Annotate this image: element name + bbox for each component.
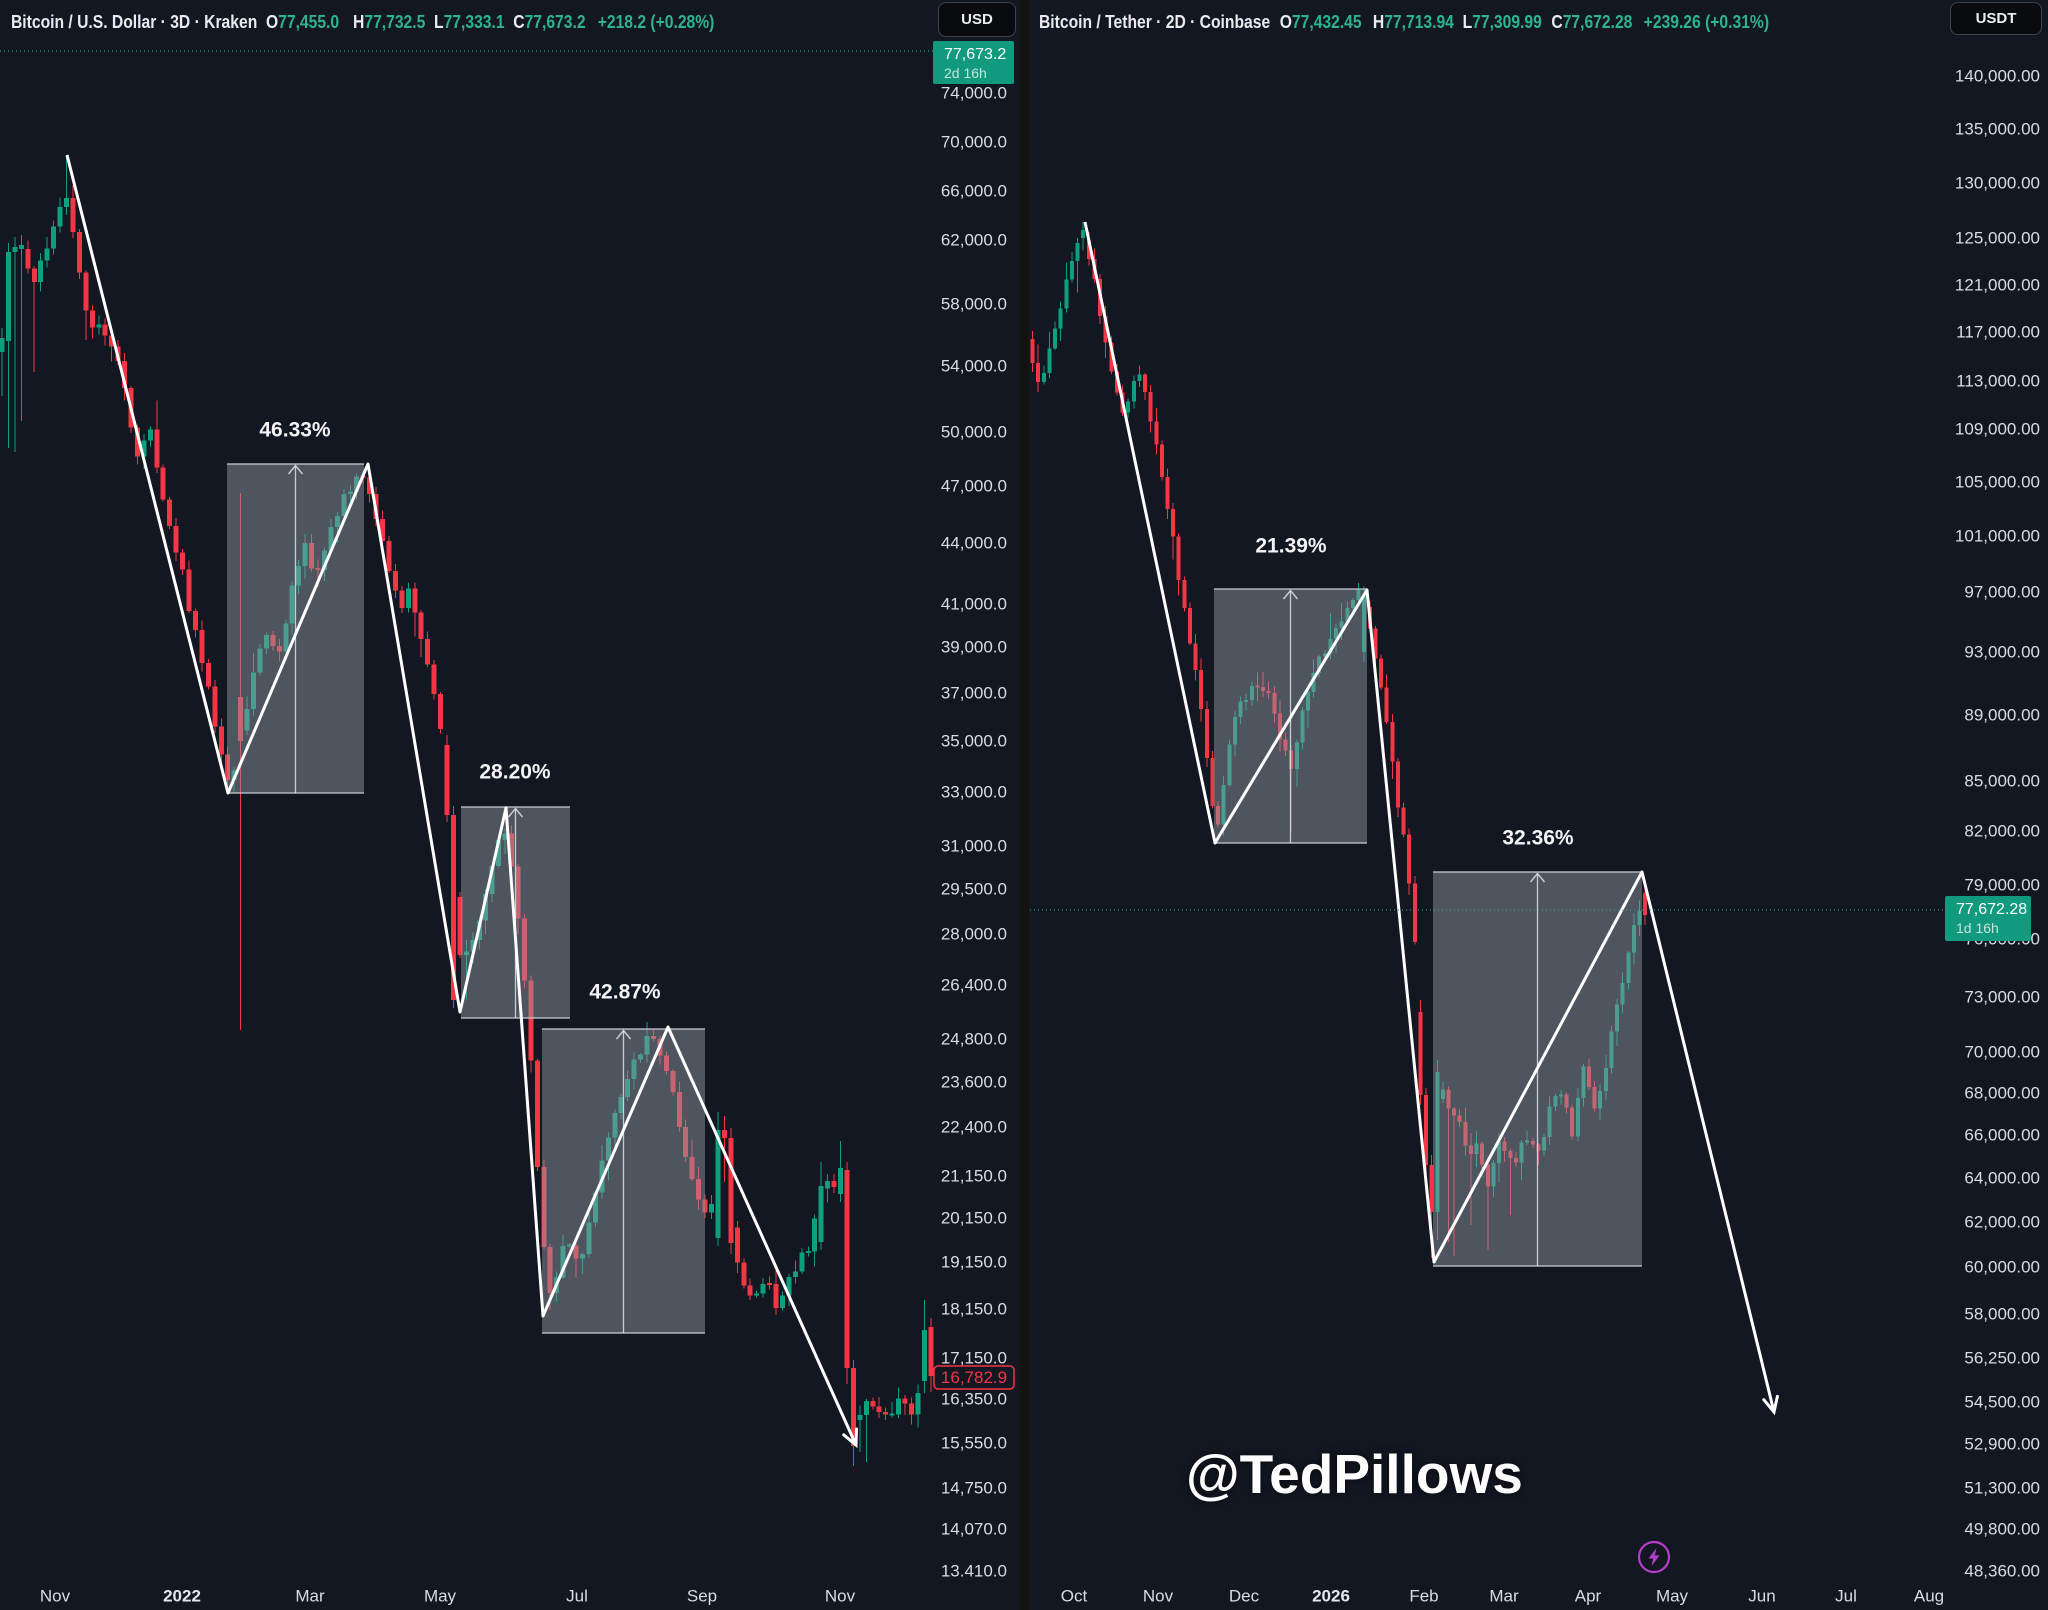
svg-text:48,360.00: 48,360.00	[1964, 1561, 2040, 1580]
svg-text:18,150.0: 18,150.0	[941, 1299, 1007, 1318]
svg-text:121,000.00: 121,000.00	[1955, 275, 2040, 294]
svg-text:101,000.00: 101,000.00	[1955, 526, 2040, 545]
svg-text:74,000.0: 74,000.0	[941, 83, 1007, 102]
svg-text:117,000.00: 117,000.00	[1956, 322, 2040, 341]
svg-text:58,000.0: 58,000.0	[941, 294, 1007, 313]
svg-text:68,000.00: 68,000.00	[1964, 1083, 2040, 1102]
svg-text:May: May	[1656, 1586, 1689, 1605]
svg-text:135,000.00: 135,000.00	[1955, 119, 2040, 138]
svg-text:Feb: Feb	[1409, 1586, 1438, 1605]
svg-text:50,000.0: 50,000.0	[941, 422, 1007, 441]
svg-text:16,782.9: 16,782.9	[941, 1368, 1007, 1387]
svg-text:May: May	[424, 1586, 457, 1605]
svg-text:113,000.00: 113,000.00	[1956, 371, 2040, 390]
svg-text:85,000.00: 85,000.00	[1964, 771, 2040, 790]
svg-text:66,000.0: 66,000.0	[941, 181, 1007, 200]
svg-text:82,000.00: 82,000.00	[1964, 821, 2040, 840]
svg-text:Mar: Mar	[1489, 1586, 1519, 1605]
svg-text:39,000.0: 39,000.0	[941, 637, 1007, 656]
svg-text:Jun: Jun	[1748, 1586, 1775, 1605]
svg-text:Nov: Nov	[825, 1586, 856, 1605]
svg-text:14,750.0: 14,750.0	[941, 1478, 1007, 1497]
svg-text:33,000.0: 33,000.0	[941, 782, 1007, 801]
svg-text:21,150.0: 21,150.0	[941, 1166, 1007, 1185]
svg-text:140,000.00: 140,000.00	[1955, 66, 2040, 85]
svg-text:73,000.00: 73,000.00	[1964, 987, 2040, 1006]
svg-text:15,550.0: 15,550.0	[941, 1433, 1007, 1452]
svg-text:58,000.00: 58,000.00	[1964, 1304, 2040, 1323]
svg-text:Jul: Jul	[1835, 1586, 1857, 1605]
svg-text:16,350.0: 16,350.0	[941, 1389, 1007, 1408]
svg-text:Oct: Oct	[1061, 1586, 1088, 1605]
svg-text:125,000.00: 125,000.00	[1955, 228, 2040, 247]
svg-text:60,000.00: 60,000.00	[1964, 1257, 2040, 1276]
svg-text:97,000.00: 97,000.00	[1964, 582, 2040, 601]
svg-text:19,150.0: 19,150.0	[941, 1252, 1007, 1271]
svg-text:Nov: Nov	[40, 1586, 71, 1605]
svg-text:109,000.00: 109,000.00	[1955, 419, 2040, 438]
svg-text:70,000.00: 70,000.00	[1964, 1042, 2040, 1061]
svg-text:Jul: Jul	[566, 1586, 588, 1605]
svg-text:14,070.0: 14,070.0	[941, 1519, 1007, 1538]
svg-text:51,300.00: 51,300.00	[1964, 1478, 2040, 1497]
svg-text:28,000.0: 28,000.0	[941, 924, 1007, 943]
svg-text:32.36%: 32.36%	[1502, 827, 1574, 850]
svg-text:54,000.0: 54,000.0	[941, 356, 1007, 375]
svg-text:37,000.0: 37,000.0	[941, 683, 1007, 702]
svg-text:56,250.00: 56,250.00	[1964, 1348, 2040, 1367]
svg-text:23,600.0: 23,600.0	[941, 1072, 1007, 1091]
svg-text:Nov: Nov	[1143, 1586, 1174, 1605]
svg-text:Mar: Mar	[295, 1586, 325, 1605]
svg-text:28.20%: 28.20%	[479, 761, 551, 784]
svg-text:66,000.00: 66,000.00	[1964, 1125, 2040, 1144]
svg-text:29,500.0: 29,500.0	[941, 879, 1007, 898]
svg-text:70,000.0: 70,000.0	[941, 132, 1007, 151]
svg-text:35,000.0: 35,000.0	[941, 731, 1007, 750]
svg-text:Sep: Sep	[687, 1586, 717, 1605]
svg-text:2022: 2022	[163, 1586, 201, 1605]
svg-text:47,000.0: 47,000.0	[941, 476, 1007, 495]
svg-text:42.87%: 42.87%	[589, 981, 661, 1004]
svg-text:24,800.0: 24,800.0	[941, 1029, 1007, 1048]
svg-text:62,000.0: 62,000.0	[941, 230, 1007, 249]
svg-text:2026: 2026	[1312, 1586, 1350, 1605]
svg-text:41,000.0: 41,000.0	[941, 594, 1007, 613]
svg-text:46.33%: 46.33%	[259, 419, 331, 442]
svg-text:44,000.0: 44,000.0	[941, 533, 1007, 552]
svg-text:20,150.0: 20,150.0	[941, 1208, 1007, 1227]
svg-text:79,000.00: 79,000.00	[1964, 875, 2040, 894]
svg-text:130,000.00: 130,000.00	[1955, 173, 2040, 192]
svg-text:26,400.0: 26,400.0	[941, 975, 1007, 994]
svg-text:105,000.00: 105,000.00	[1955, 472, 2040, 491]
svg-text:31,000.0: 31,000.0	[941, 836, 1007, 855]
svg-text:Aug: Aug	[1914, 1586, 1944, 1605]
svg-text:Apr: Apr	[1575, 1586, 1602, 1605]
svg-text:21.39%: 21.39%	[1255, 535, 1327, 558]
svg-text:22,400.0: 22,400.0	[941, 1117, 1007, 1136]
svg-text:17,150.0: 17,150.0	[941, 1348, 1007, 1367]
svg-text:64,000.00: 64,000.00	[1964, 1168, 2040, 1187]
svg-text:49,800.00: 49,800.00	[1964, 1519, 2040, 1538]
svg-text:93,000.00: 93,000.00	[1964, 642, 2040, 661]
svg-text:62,000.00: 62,000.00	[1964, 1212, 2040, 1231]
svg-text:54,500.00: 54,500.00	[1964, 1392, 2040, 1411]
svg-text:52,900.00: 52,900.00	[1964, 1434, 2040, 1453]
svg-text:13.410.0: 13.410.0	[941, 1561, 1007, 1580]
svg-text:89,000.00: 89,000.00	[1964, 705, 2040, 724]
svg-text:Dec: Dec	[1229, 1586, 1260, 1605]
